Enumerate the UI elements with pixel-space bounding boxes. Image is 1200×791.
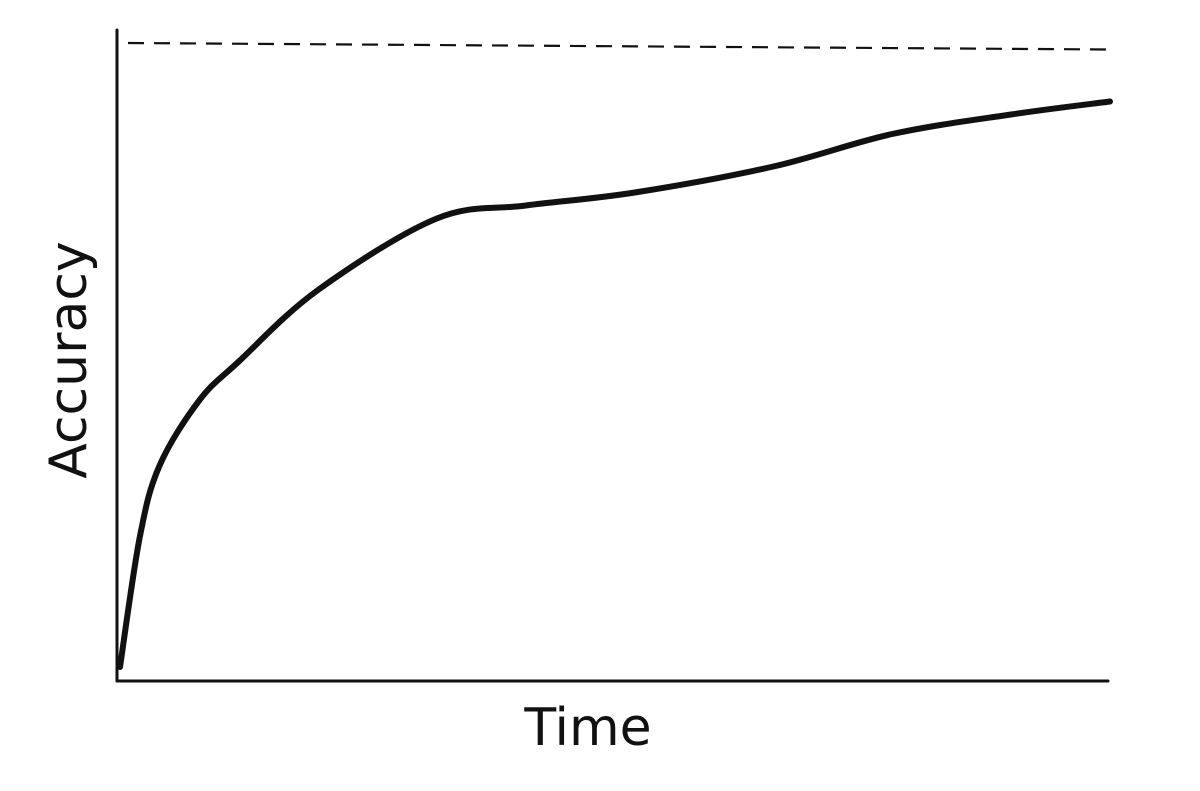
series-line-0: [117, 98, 1113, 670]
reference-line: [127, 41, 1109, 51]
plot-area: [115, 28, 1113, 683]
x-axis-label: Time: [523, 698, 651, 758]
y-axis-label: Accuracy: [39, 241, 99, 478]
